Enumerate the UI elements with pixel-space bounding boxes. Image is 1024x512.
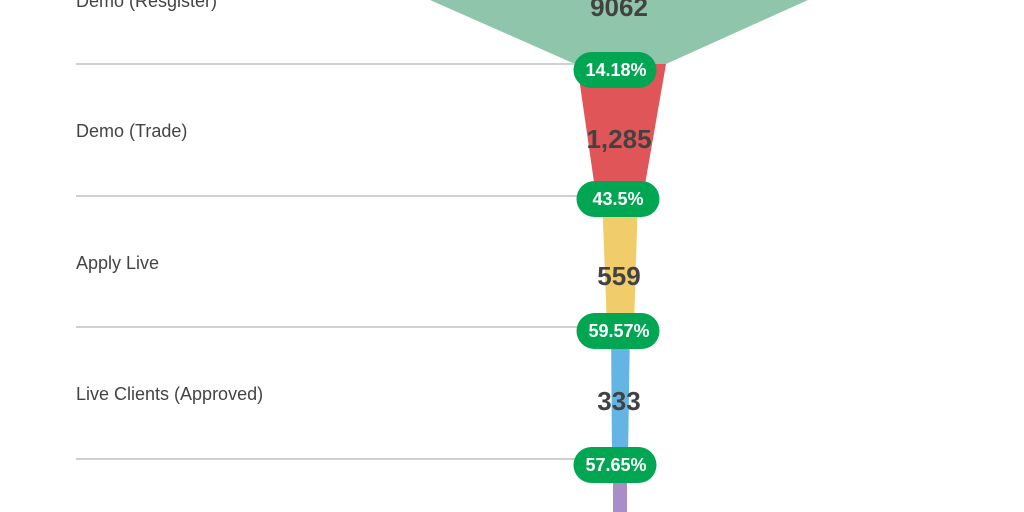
stage-divider (76, 458, 576, 460)
stage-label-demo-trade: Demo (Trade) (76, 121, 188, 141)
stage-divider (76, 195, 581, 197)
stage-value-demo-trade: 1,285 (586, 124, 652, 154)
stage-value-apply-live: 559 (597, 261, 641, 291)
stage-label-live-clients: Live Clients (Approved) (76, 384, 264, 404)
stage-value-demo-register: 9062 (590, 0, 648, 22)
conversion-badge: 43.5% (576, 181, 660, 217)
funnel-segment-apply-live (602, 196, 638, 327)
funnel-segment-demo-register (430, 0, 808, 64)
stage-label-apply-live: Apply Live (76, 253, 160, 273)
stage-divider (76, 326, 581, 328)
conversion-badge: 59.57% (576, 313, 660, 349)
stage-label-demo-register: Demo (Resgister) (76, 0, 218, 11)
stage-divider (76, 63, 576, 65)
funnel-segment-live-clients (611, 327, 630, 459)
conversion-badge: 14.18% (573, 52, 657, 88)
funnel-segment-demo-trade (577, 64, 666, 196)
conversion-badge: 57.65% (573, 447, 657, 483)
stage-value-live-clients: 333 (597, 386, 641, 416)
